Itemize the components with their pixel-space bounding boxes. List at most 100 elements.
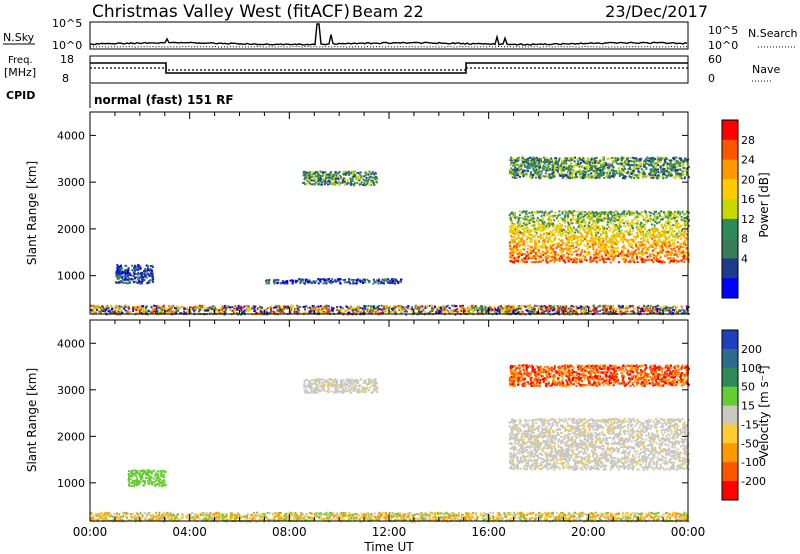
power-cell (425, 305, 428, 308)
power-cell (618, 215, 621, 218)
power-cell (592, 215, 595, 218)
power-cell (523, 210, 526, 213)
power-cell (679, 246, 682, 248)
power-cell (361, 309, 364, 312)
power-cell (639, 231, 642, 234)
power-cell (513, 251, 516, 254)
power-cell (332, 181, 335, 184)
power-cell (562, 220, 565, 223)
power-cell (649, 218, 652, 221)
power-cell (561, 242, 564, 245)
power-cell (613, 311, 616, 314)
power-cell (154, 305, 157, 307)
power-cell (340, 176, 342, 179)
power-cell (533, 211, 536, 214)
power-cell (575, 311, 578, 314)
power-cell (665, 246, 668, 249)
date-label: 23/Dec/2017 (605, 2, 708, 21)
power-cell (581, 305, 584, 308)
power-cell (182, 306, 185, 309)
power-cell (658, 221, 661, 224)
power-cell (516, 305, 519, 308)
power-cell (558, 257, 561, 260)
power-cell (578, 220, 581, 223)
power-cell (313, 182, 316, 185)
power-cell (310, 173, 313, 176)
power-cell (529, 215, 532, 217)
power-cell (538, 255, 541, 258)
power-cell (587, 239, 590, 242)
power-cell (651, 309, 654, 312)
power-cell (291, 307, 294, 309)
power-cell (612, 259, 615, 262)
power-cell (519, 240, 522, 243)
power-cell (219, 310, 222, 313)
power-cell (575, 235, 578, 238)
power-cell (638, 305, 640, 308)
power-cell (682, 234, 685, 237)
power-cell (347, 312, 349, 315)
power-cell (341, 181, 344, 184)
power-cell (597, 245, 600, 248)
power-cell (578, 244, 581, 247)
power-cell (532, 214, 534, 217)
power-cell (643, 238, 646, 241)
power-cell (148, 310, 150, 313)
power-cell (685, 236, 687, 239)
power-cell (583, 250, 586, 253)
power-cell (685, 247, 688, 250)
power-cell (567, 213, 570, 216)
power-cell (292, 305, 295, 308)
power-cell (548, 310, 551, 313)
power-cell (672, 244, 675, 247)
power-cell (363, 312, 366, 315)
power-cell (673, 217, 676, 220)
power-cell (501, 309, 504, 312)
power-cell (649, 252, 652, 255)
power-cell (579, 217, 582, 220)
power-cell (467, 310, 470, 313)
power-cell (140, 312, 143, 315)
power-cell (511, 227, 514, 230)
power-cell (678, 252, 681, 255)
power-cell (509, 256, 511, 259)
power-cell (682, 256, 685, 259)
power-cell (648, 254, 651, 257)
power-cell (543, 224, 546, 227)
power-cell (545, 309, 548, 312)
power-cell (523, 245, 526, 248)
power-cell (484, 309, 487, 312)
power-cell (668, 236, 671, 238)
power-cell (343, 281, 346, 284)
power-cell (549, 220, 552, 223)
power-cell (664, 307, 667, 310)
power-cell (446, 309, 448, 311)
power-cell (565, 219, 568, 222)
power-cell (607, 216, 610, 219)
power-cell (620, 255, 623, 257)
power-cell (609, 305, 612, 308)
power-cell (677, 216, 679, 219)
power-cell (116, 270, 119, 273)
power-cell (374, 311, 377, 314)
power-cell (272, 310, 275, 313)
power-cell (553, 219, 556, 222)
power-cell (519, 249, 522, 252)
power-cell (560, 305, 563, 308)
power-cell (162, 304, 165, 307)
power-cell (651, 250, 654, 252)
power-cell (115, 281, 118, 284)
power-cell (383, 308, 386, 311)
power-cell (640, 253, 643, 255)
power-cell (602, 259, 605, 262)
power-cell (355, 175, 358, 178)
power-cell (658, 260, 661, 262)
power-cell (652, 233, 654, 236)
power-cell (520, 254, 523, 256)
power-cell (283, 305, 286, 308)
power-cell (527, 309, 529, 312)
power-cell (429, 311, 432, 314)
power-cell (407, 305, 410, 308)
